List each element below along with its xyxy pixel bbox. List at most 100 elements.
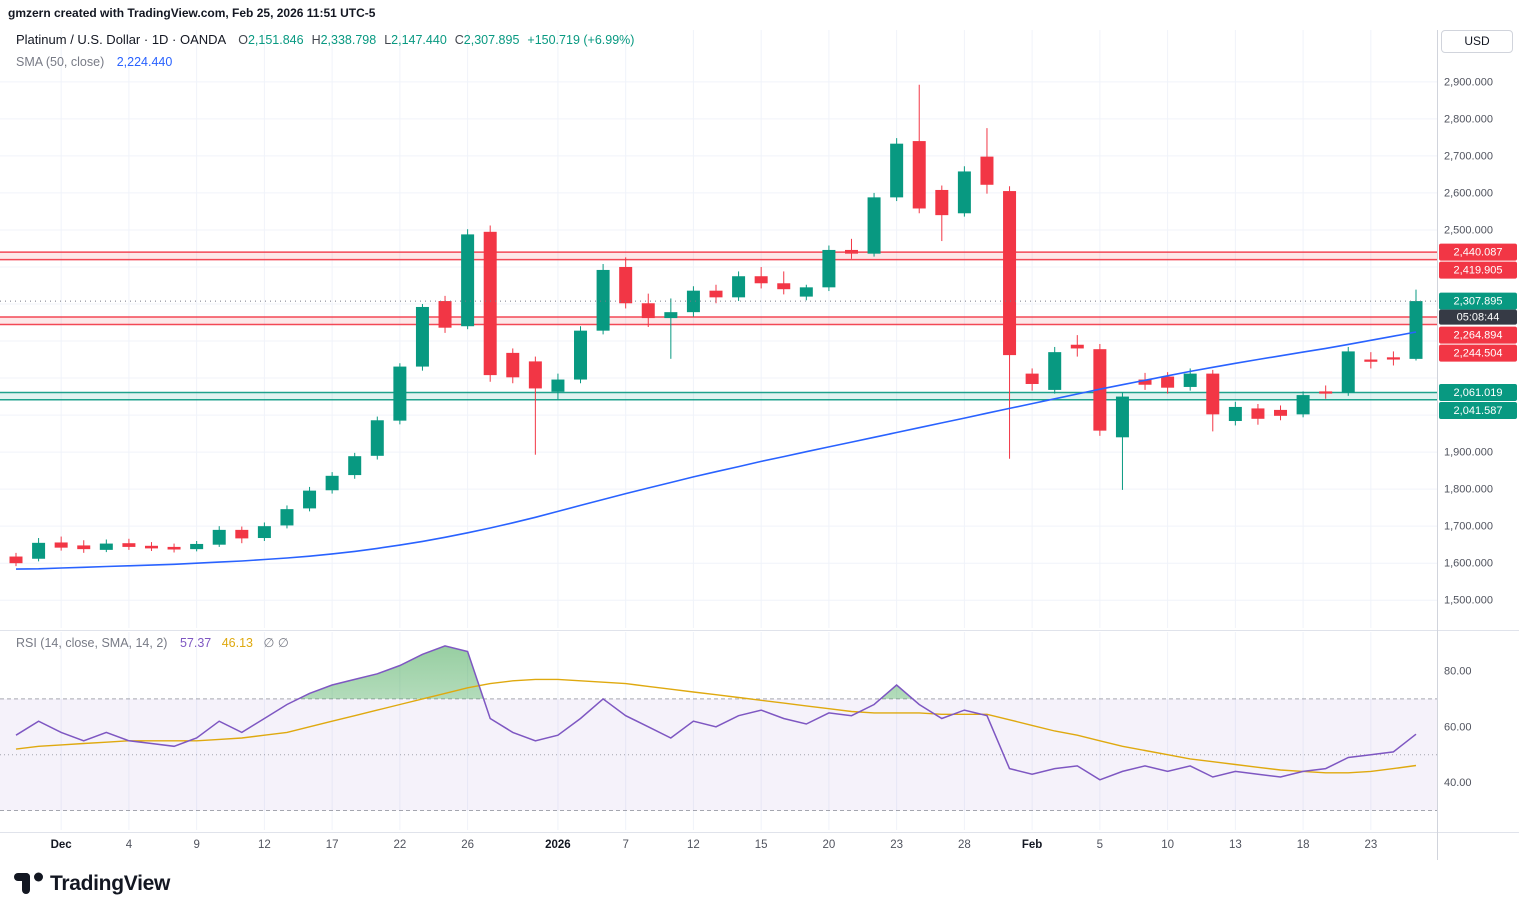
candle bbox=[709, 290, 723, 298]
time-axis-labels[interactable]: Dec 4 9 12 17 22 26 2026 7 12 15 20 23 28 Feb 5 10 13 18 23 bbox=[51, 839, 1378, 851]
candle bbox=[257, 526, 271, 539]
candle bbox=[957, 171, 971, 214]
candle bbox=[280, 509, 294, 526]
time-axis-label: 12 bbox=[687, 839, 700, 851]
svg-text:2,419.905: 2,419.905 bbox=[1454, 265, 1503, 277]
time-axis-label: 26 bbox=[461, 839, 474, 851]
candle bbox=[867, 197, 881, 254]
price-scale-badges[interactable]: 2,440.087 2,419.905 2,307.895 05:08:44 2,264… bbox=[1439, 243, 1517, 419]
price-line-badge bbox=[1439, 383, 1517, 401]
price-line-badge bbox=[1439, 261, 1517, 279]
symbol-legend[interactable]: Platinum / U.S. Dollar · 1D · OANDA O 2,… bbox=[16, 32, 634, 47]
candle bbox=[415, 306, 429, 367]
candles-layer[interactable] bbox=[9, 84, 1423, 567]
candle bbox=[1228, 406, 1242, 422]
rsi-pane[interactable] bbox=[0, 645, 1437, 830]
candle bbox=[664, 312, 678, 319]
ohlc-low-label: L bbox=[384, 33, 392, 47]
countdown-badge bbox=[1439, 309, 1517, 325]
svg-text:2,700.000: 2,700.000 bbox=[1444, 150, 1493, 162]
rsi-ma-line bbox=[15, 678, 1417, 774]
price-line-badge bbox=[1439, 344, 1517, 362]
candle bbox=[1296, 395, 1310, 415]
candle bbox=[1025, 373, 1039, 384]
candle bbox=[167, 546, 181, 550]
time-axis-label: 7 bbox=[622, 839, 628, 851]
svg-text:2,307.895: 2,307.895 bbox=[1454, 296, 1503, 308]
candle bbox=[732, 276, 746, 298]
rsi-legend[interactable]: RSI (14, close, SMA, 14, 2) 57.37 46.13 … bbox=[16, 635, 289, 650]
candle bbox=[370, 420, 384, 456]
svg-text:2,440.087: 2,440.087 bbox=[1454, 247, 1503, 259]
candle bbox=[99, 543, 113, 550]
ohlc-close-label: C bbox=[454, 33, 464, 47]
rsi-ma-legend-value: 46.13 bbox=[221, 636, 253, 650]
time-axis-label: 10 bbox=[1161, 839, 1174, 851]
candle bbox=[1251, 408, 1265, 419]
time-axis-label: 23 bbox=[890, 839, 903, 851]
rsi-legend-value: 57.37 bbox=[179, 636, 212, 650]
currency-usd-button[interactable]: USD bbox=[1441, 30, 1513, 53]
price-lines-layer[interactable] bbox=[0, 251, 1437, 401]
candle bbox=[799, 287, 813, 297]
candle bbox=[506, 352, 520, 378]
svg-text:2,244.504: 2,244.504 bbox=[1454, 348, 1503, 360]
attribution-text: gmzern created with TradingView.com, Feb… bbox=[8, 6, 376, 20]
price-band bbox=[0, 392, 1437, 400]
candle bbox=[348, 456, 362, 476]
svg-text:1,800.000: 1,800.000 bbox=[1444, 484, 1493, 496]
svg-text:2,800.000: 2,800.000 bbox=[1444, 113, 1493, 125]
candle bbox=[1003, 191, 1017, 356]
candle bbox=[890, 143, 904, 198]
svg-text:2,900.000: 2,900.000 bbox=[1444, 76, 1493, 88]
candle bbox=[528, 361, 542, 389]
candle bbox=[1048, 352, 1062, 390]
sma-legend-value: 2,224.440 bbox=[116, 55, 173, 69]
change-value: +150.719 (+6.99%) bbox=[527, 33, 635, 47]
candle bbox=[325, 475, 339, 491]
price-band bbox=[0, 317, 1437, 325]
tradingview-logo[interactable]: TradingView bbox=[14, 871, 170, 896]
ohlc-high-label: H bbox=[311, 33, 321, 47]
candle bbox=[1409, 301, 1423, 359]
price-scale-labels[interactable]: 1,500.000 1,600.000 1,700.000 1,800.000 1,90… bbox=[1444, 76, 1493, 789]
candle bbox=[461, 234, 475, 327]
svg-text:2,264.894: 2,264.894 bbox=[1454, 330, 1503, 342]
ohlc-open-value: 2,151.846 bbox=[247, 33, 304, 47]
time-axis-label: 5 bbox=[1097, 839, 1103, 851]
symbol-title[interactable]: Platinum / U.S. Dollar · 1D · OANDA bbox=[16, 32, 227, 47]
candle bbox=[912, 141, 926, 209]
candle bbox=[1319, 391, 1333, 394]
time-axis-label: 22 bbox=[393, 839, 406, 851]
candle bbox=[551, 379, 565, 392]
svg-text:1,700.000: 1,700.000 bbox=[1444, 521, 1493, 533]
time-axis-label: 13 bbox=[1229, 839, 1242, 851]
rsi-line bbox=[15, 645, 1417, 781]
candle bbox=[122, 543, 136, 547]
candle bbox=[935, 189, 949, 216]
grid-layer bbox=[0, 30, 1437, 830]
candle bbox=[777, 283, 791, 290]
ohlc-open-label: O bbox=[238, 33, 248, 47]
tradingview-logo-icon bbox=[14, 872, 43, 894]
time-axis-label: 18 bbox=[1297, 839, 1310, 851]
candle bbox=[686, 290, 700, 313]
candle bbox=[641, 303, 655, 319]
candle bbox=[980, 156, 994, 185]
candle bbox=[596, 269, 610, 331]
candle bbox=[1274, 409, 1288, 416]
candle bbox=[9, 556, 23, 564]
sma50-line[interactable] bbox=[15, 331, 1417, 570]
candle bbox=[144, 545, 158, 549]
price-band bbox=[0, 252, 1437, 260]
rsi-null-values: ∅ ∅ bbox=[263, 636, 289, 650]
svg-text:1,600.000: 1,600.000 bbox=[1444, 558, 1493, 570]
candle bbox=[77, 545, 91, 550]
sma-legend-label: SMA (50, close) bbox=[16, 55, 105, 69]
sma-legend[interactable]: SMA (50, close) 2,224.440 bbox=[16, 55, 172, 69]
candle bbox=[619, 266, 633, 304]
rsi-legend-label: RSI (14, close, SMA, 14, 2) bbox=[16, 636, 168, 650]
time-axis-label: Feb bbox=[1022, 839, 1042, 851]
